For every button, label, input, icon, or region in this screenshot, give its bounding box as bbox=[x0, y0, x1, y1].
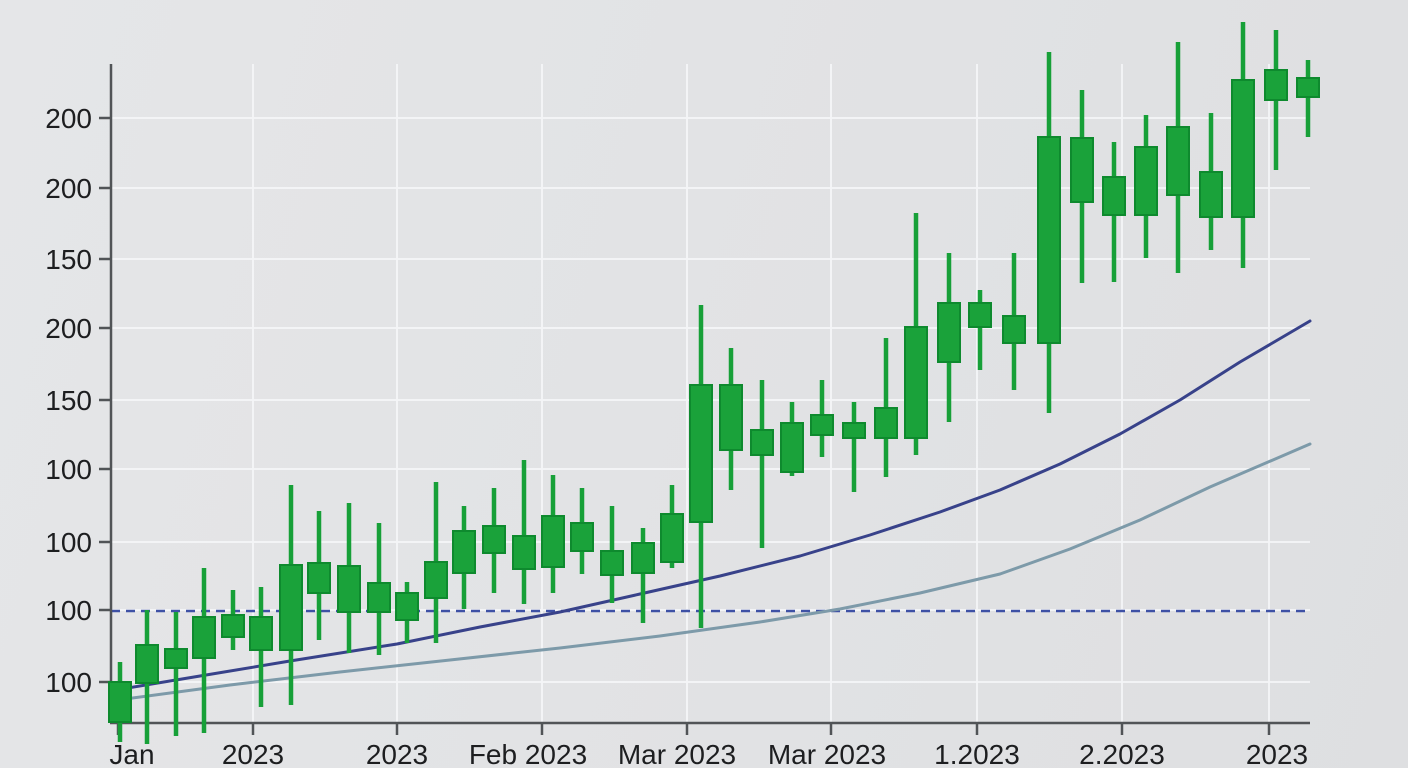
y-tick-label: 200 bbox=[45, 103, 92, 134]
candle-body bbox=[1134, 146, 1158, 216]
candle-body bbox=[937, 302, 961, 363]
candle-body bbox=[750, 429, 774, 456]
candle-body bbox=[482, 525, 506, 554]
candle-body bbox=[395, 592, 419, 621]
y-tick-label: 100 bbox=[45, 527, 92, 558]
x-tick-label: Feb 2023 bbox=[469, 739, 587, 768]
candle-body bbox=[1102, 176, 1126, 216]
candle-body bbox=[968, 302, 992, 328]
candle-body bbox=[1166, 126, 1190, 196]
candle-body bbox=[570, 522, 594, 552]
candle-body bbox=[541, 515, 565, 568]
y-tick-label: 100 bbox=[45, 595, 92, 626]
candle-body bbox=[424, 561, 448, 599]
y-tick-label: 200 bbox=[45, 313, 92, 344]
x-tick-label: 2023 bbox=[366, 739, 428, 768]
candle-body bbox=[1296, 77, 1320, 98]
candle-body bbox=[842, 422, 866, 439]
candle-body bbox=[1037, 136, 1061, 344]
candle-body bbox=[164, 648, 188, 669]
x-tick-label: 2023 bbox=[222, 739, 284, 768]
upper-trend-curve bbox=[108, 319, 1312, 693]
candle-body bbox=[874, 407, 898, 439]
y-tick-label: 150 bbox=[45, 244, 92, 275]
y-tick-label: 100 bbox=[45, 454, 92, 485]
candle-body bbox=[631, 542, 655, 574]
candle-body bbox=[108, 681, 132, 723]
candle-body bbox=[249, 616, 273, 651]
candle-body bbox=[512, 535, 536, 570]
candle-body bbox=[337, 565, 361, 613]
candle-body bbox=[904, 326, 928, 439]
candle-body bbox=[719, 384, 743, 451]
candle-body bbox=[600, 550, 624, 576]
y-tick-label: 150 bbox=[45, 385, 92, 416]
x-tick-label: 2023 bbox=[1246, 739, 1308, 768]
candle-body bbox=[221, 614, 245, 638]
x-tick-label: Mar 2023 bbox=[618, 739, 736, 768]
candle-body bbox=[780, 422, 804, 473]
candle-body bbox=[452, 530, 476, 574]
candle-body bbox=[1264, 69, 1288, 101]
candle-body bbox=[367, 582, 391, 613]
candle-body bbox=[279, 564, 303, 651]
x-tick-label: 1.2023 bbox=[934, 739, 1020, 768]
candle-body bbox=[192, 616, 216, 659]
x-tick-label: Mar 2023 bbox=[768, 739, 886, 768]
candle-body bbox=[1070, 137, 1094, 203]
y-tick-label: 200 bbox=[45, 173, 92, 204]
candle-body bbox=[660, 513, 684, 563]
x-tick-label: 2.2023 bbox=[1079, 739, 1165, 768]
candle-body bbox=[1231, 79, 1255, 218]
candle-body bbox=[1199, 171, 1223, 218]
candle-body bbox=[810, 414, 834, 436]
lower-trend-curve bbox=[108, 442, 1312, 703]
candle-body bbox=[689, 384, 713, 523]
candle-body bbox=[1002, 315, 1026, 344]
candle-body bbox=[135, 644, 159, 684]
candle-body bbox=[307, 562, 331, 594]
y-tick-label: 100 bbox=[45, 667, 92, 698]
